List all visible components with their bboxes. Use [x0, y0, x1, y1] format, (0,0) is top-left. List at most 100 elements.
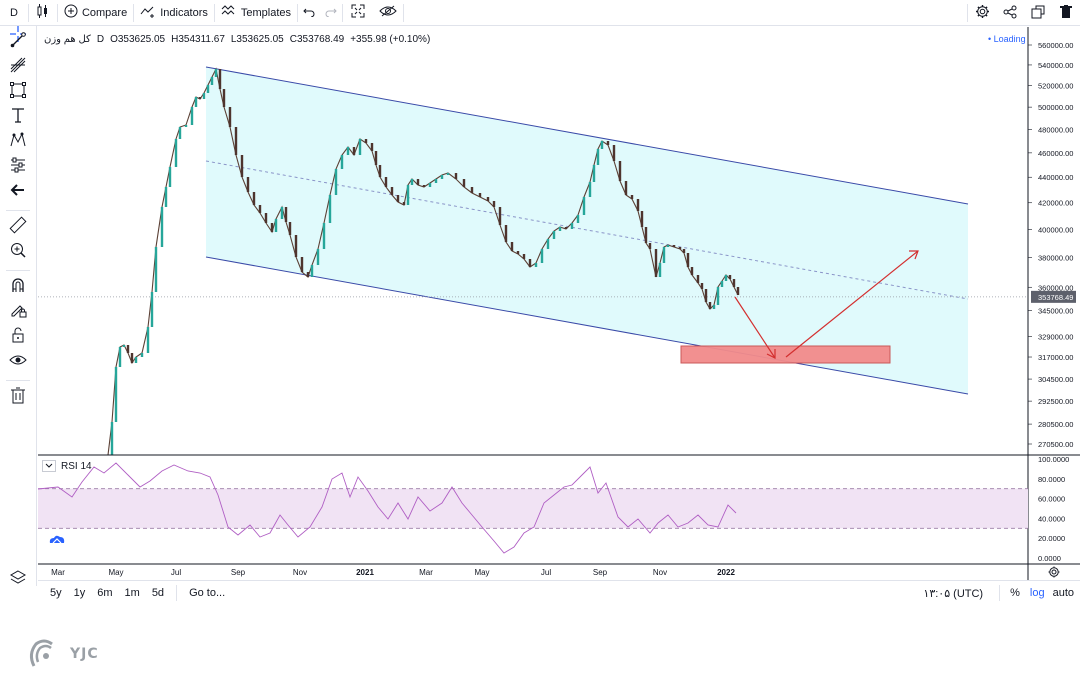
candle [700, 283, 704, 289]
candle [126, 345, 130, 353]
candle [402, 202, 406, 205]
candle [374, 151, 378, 165]
brand-logo[interactable] [44, 530, 70, 548]
chart-area[interactable]: 560000.00 540000.00 520000.00 500000.00 4800… [38, 27, 1080, 587]
symbol-name[interactable]: کل هم وزن [44, 34, 91, 45]
object-tree-tool[interactable] [8, 569, 28, 590]
rsi-axis-label: 40.0000 [1038, 514, 1065, 523]
zoom-tool[interactable] [8, 242, 28, 262]
back-tool[interactable] [8, 182, 28, 202]
candle [528, 259, 532, 267]
candle [446, 173, 450, 175]
stay-in-drawing-tool[interactable] [8, 302, 28, 322]
candle [662, 247, 666, 263]
candle [654, 249, 658, 277]
fib-tool[interactable] [8, 57, 28, 77]
delete-button[interactable] [1052, 0, 1080, 26]
timezone-clock[interactable]: ۱۳:۰۵ (UTC) [923, 587, 984, 600]
arrow-head [909, 250, 919, 260]
rsi-axis[interactable]: 100.0000 80.0000 60.0000 40.0000 20.0000 0.00… [1038, 455, 1069, 563]
remove-drawings-tool[interactable] [8, 387, 28, 407]
measure-tool[interactable] [8, 216, 28, 237]
candle [406, 185, 410, 205]
candle [118, 347, 122, 367]
legend-open: O353625.05 [110, 34, 166, 45]
candle [462, 179, 466, 187]
range-1y[interactable]: 1y [73, 586, 86, 599]
candle [202, 93, 206, 99]
time-axis[interactable]: Mar May Jul Sep Nov 2021 Mar May Jul Sep Nov 2022 [51, 568, 735, 577]
compare-button[interactable]: Compare [58, 0, 133, 26]
price-label: 460000.00 [1038, 149, 1073, 158]
share-button[interactable] [996, 0, 1024, 26]
time-axis-label: Mar [51, 568, 65, 577]
indicators-label: Indicators [160, 6, 208, 19]
snapshot-button[interactable] [1024, 0, 1052, 26]
range-5d[interactable]: 5d [151, 586, 165, 599]
eye-icon [9, 351, 27, 374]
lock-drawings-tool[interactable] [8, 327, 28, 347]
candle [288, 222, 292, 235]
rsi-axis-label: 0.0000 [1038, 554, 1061, 563]
candle [246, 177, 250, 192]
collapse-button[interactable] [42, 460, 56, 472]
rectangle-tool[interactable] [8, 81, 28, 102]
forecast-arrow-up[interactable] [785, 250, 919, 358]
channel-lower-line[interactable] [205, 256, 969, 395]
settings-button[interactable] [968, 0, 996, 26]
candle [600, 141, 604, 149]
crosshair-tool[interactable] [8, 25, 28, 46]
templates-button[interactable]: Templates [215, 0, 297, 26]
candle [264, 213, 268, 223]
price-axis[interactable]: 560000.00 540000.00 520000.00 500000.00 4800… [1028, 41, 1076, 449]
candle [300, 257, 304, 272]
candle [130, 353, 134, 363]
range-1m[interactable]: 1m [124, 586, 140, 599]
text-tool[interactable] [8, 107, 28, 127]
fullscreen-button[interactable] [343, 0, 373, 26]
prediction-tool[interactable] [8, 157, 28, 177]
forecast-arrows[interactable] [734, 250, 919, 359]
redo-button[interactable] [320, 0, 342, 26]
hide-drawings-tool[interactable] [8, 352, 28, 372]
channel-upper-line[interactable] [205, 66, 969, 205]
candle [454, 173, 458, 179]
toolbar-divider [6, 210, 30, 211]
legend-high: H354311.67 [171, 34, 225, 45]
candle [352, 147, 356, 155]
forecast-arrow-down[interactable] [734, 296, 776, 359]
time-axis-label: Sep [231, 568, 246, 577]
trash-icon [1060, 4, 1072, 22]
target-zone-rectangle[interactable] [680, 345, 891, 364]
percent-toggle[interactable]: % [1010, 587, 1020, 599]
magnet-tool[interactable] [8, 277, 28, 297]
parallel-channel-fill[interactable] [206, 67, 968, 394]
hide-drawings-button[interactable] [373, 0, 403, 26]
price-label: 304500.00 [1038, 375, 1073, 384]
toolbar-divider [176, 584, 178, 601]
interval-button[interactable]: D [0, 0, 28, 26]
candle [416, 179, 420, 185]
candle [110, 422, 114, 455]
goto-button[interactable]: Go to... [189, 586, 226, 599]
chart-canvas[interactable]: 560000.00 540000.00 520000.00 500000.00 4800… [38, 27, 1080, 580]
log-toggle[interactable]: log [1029, 587, 1045, 599]
chart-type-button[interactable] [29, 0, 57, 26]
rsi-axis-label: 80.0000 [1038, 475, 1065, 484]
indicators-button[interactable]: Indicators [134, 0, 214, 26]
candle [516, 251, 520, 254]
chart-settings-button[interactable] [1048, 565, 1060, 583]
range-5y[interactable]: 5y [50, 586, 62, 599]
trend-line-icon [9, 31, 27, 54]
range-6m[interactable]: 6m [97, 586, 113, 599]
candle [340, 155, 344, 169]
time-axis-label: May [474, 568, 489, 577]
candle [252, 192, 256, 205]
undo-button[interactable] [298, 0, 320, 26]
trend-line-tool[interactable] [8, 31, 28, 54]
candle [364, 139, 368, 143]
rsi-label[interactable]: RSI 14 [61, 460, 92, 472]
pattern-tool[interactable] [8, 132, 28, 152]
auto-toggle[interactable]: auto [1052, 587, 1074, 599]
